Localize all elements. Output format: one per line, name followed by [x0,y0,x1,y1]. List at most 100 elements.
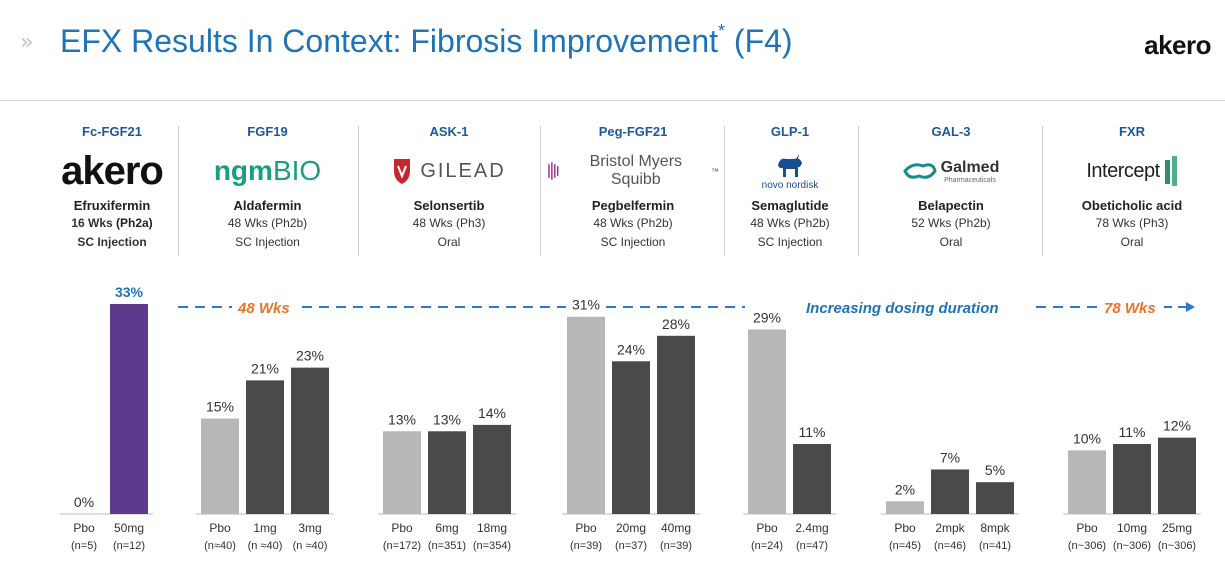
sample-size-label: (n=351) [428,540,466,552]
data-label: 5% [985,462,1005,478]
bar-20mg [612,361,650,514]
company-logo: Intercept [1048,144,1216,198]
duration: 48 Wks (Ph3) [412,216,486,230]
route: Oral [1120,235,1144,249]
drug-name: Obeticholic acid [1081,198,1183,213]
bar-pbo [748,329,786,514]
bar-2mpk [931,469,969,514]
data-label: 31% [572,297,600,313]
route: SC Injection [600,235,666,249]
column-pegbelfermin: Peg-FGF21 Bristol Myers Squibb ™ Pegbelfe… [547,124,719,249]
tick-label: Pbo [575,521,597,535]
column-selonsertib: ASK-1 GILEAD Selonsertib 48 Wks (Ph3) Or… [365,124,533,249]
route: Oral [437,235,461,249]
column-divider [1042,126,1043,256]
drug-class: FXR [1119,124,1145,139]
data-label: 28% [662,316,690,332]
column-efruxifermin: Fc-FGF21 akero Efruxifermin 16 Wks (Ph2a… [44,124,180,249]
duration: 16 Wks (Ph2a) [71,216,153,230]
novo-nordisk-logo: novo nordisk [762,151,818,191]
sample-size-label: (n~306) [1158,540,1196,552]
intercept-bars-icon [1164,156,1177,186]
sample-size-label: (n=12) [113,540,145,552]
data-label: 21% [251,360,279,376]
tick-label: 8mpk [980,521,1010,535]
sample-size-label: (n=24) [751,540,783,552]
bar-10mg [1113,444,1151,514]
gilead-shield-icon [394,159,411,184]
akero-logo: akero [1144,30,1211,60]
arrow-head-icon [1186,302,1195,312]
data-label: 7% [940,449,960,465]
sample-size-label: (n=39) [570,540,602,552]
sample-size-label: (n=47) [796,540,828,552]
route: SC Injection [77,235,147,249]
annotation-48wks: 48 Wks [237,300,290,317]
data-label: 33% [115,284,144,300]
column-divider [724,126,725,256]
data-label: 10% [1073,430,1101,446]
bar-8mpk [976,482,1014,514]
column-belapectin: GAL-3 Galmed Pharmaceuticals Belapectin 5… [865,124,1037,249]
drug-name: Aldafermin [233,198,302,213]
duration-annotation: 48 Wks Increasing dosing duration 78 Wks [178,300,1195,317]
company-logo: novo nordisk [730,144,850,198]
bar-pbo [201,418,239,514]
data-label: 24% [617,341,645,357]
drug-class: FGF19 [247,124,288,139]
drug-name: Semaglutide [751,198,829,213]
sample-size-label: (n=37) [615,540,647,552]
tick-label: 20mg [616,521,646,535]
bms-logo: Bristol Myers Squibb ™ [547,153,719,189]
bar-40mg [657,335,695,514]
tick-label: Pbo [894,521,916,535]
drug-class: Fc-FGF21 [82,124,142,139]
company-logo: akero [44,144,180,198]
bull-icon [777,154,802,177]
sample-size-label: (n~306) [1113,540,1151,552]
intercept-logo: Intercept [1086,156,1177,186]
bar-1mg [246,380,284,514]
sample-size-label: (n=46) [934,540,966,552]
drug-name: Belapectin [918,198,984,213]
bar-pbo [886,501,924,514]
ngmbio-logo: ngmBIO [213,155,322,186]
data-label: 11% [799,424,826,440]
annotation-increasing-duration: Increasing dosing duration [806,300,999,317]
data-label: 29% [753,309,781,325]
duration: 78 Wks (Ph3) [1095,216,1169,230]
column-obeticholic-acid: FXR Intercept Obeticholic acid 78 Wks (P… [1048,124,1216,249]
data-label: 0% [74,494,94,510]
route: SC Injection [235,235,300,249]
data-label: 12% [1163,418,1191,434]
drug-class: Peg-FGF21 [598,124,668,139]
company-logo: Galmed Pharmaceuticals [865,144,1037,198]
data-label: 15% [206,399,234,415]
drug-name: Efruxifermin [73,198,151,213]
tick-label: 3mg [298,521,321,535]
drug-class: GLP-1 [770,124,810,139]
sample-size-label: (n≈40) [204,540,236,552]
bms-mark-icon [548,162,559,180]
sample-size-label: (n=45) [889,540,921,552]
sample-size-label: (n=354) [473,540,511,552]
column-aldafermin: FGF19 ngmBIO Aldafermin 48 Wks (Ph2b) SC… [185,124,350,249]
company-logo: GILEAD [365,144,533,198]
bar-pbo [567,316,605,514]
bars-layer: 0% Pbo (n=5) 33% 50mg (n=12) 15% Pbo (n≈40) 21% 1m… [60,284,1201,552]
tick-label: 50mg [114,521,144,535]
column-divider [178,126,179,256]
sample-size-label: (n=5) [71,540,97,552]
drug-class: ASK-1 [429,124,469,139]
bar-6mg [428,431,466,514]
tick-label: 10mg [1117,521,1147,535]
bar-25mg [1158,437,1196,514]
duration: 52 Wks (Ph2b) [911,216,991,230]
header-divider [0,100,1225,101]
data-label: 13% [433,411,461,427]
bar-18mg [473,424,511,514]
tick-label: 2mpk [935,521,965,535]
bar-50mg [110,304,148,514]
data-label: 13% [388,411,416,427]
tick-label: 1mg [253,521,276,535]
